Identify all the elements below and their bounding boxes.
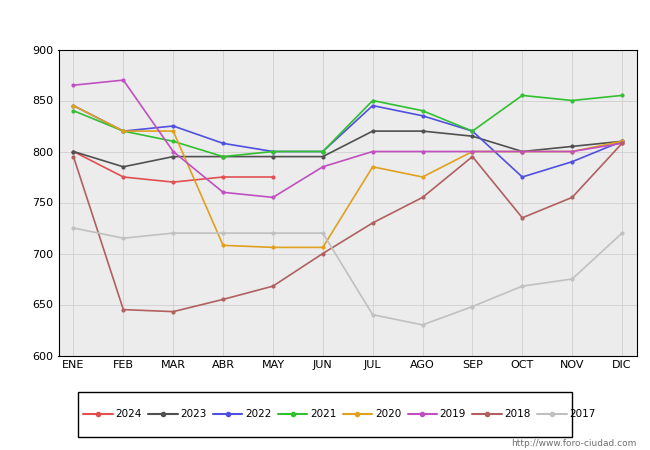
FancyBboxPatch shape	[78, 392, 572, 436]
Text: 2023: 2023	[180, 409, 206, 419]
Text: 2018: 2018	[504, 409, 531, 419]
Text: 2017: 2017	[569, 409, 596, 419]
Text: Afiliados en Torrenueva a 31/5/2024: Afiliados en Torrenueva a 31/5/2024	[176, 11, 474, 29]
Text: 2022: 2022	[245, 409, 271, 419]
Text: 2019: 2019	[439, 409, 466, 419]
Text: 2020: 2020	[375, 409, 401, 419]
Text: http://www.foro-ciudad.com: http://www.foro-ciudad.com	[512, 439, 637, 448]
Text: 2024: 2024	[115, 409, 142, 419]
Text: 2021: 2021	[310, 409, 336, 419]
